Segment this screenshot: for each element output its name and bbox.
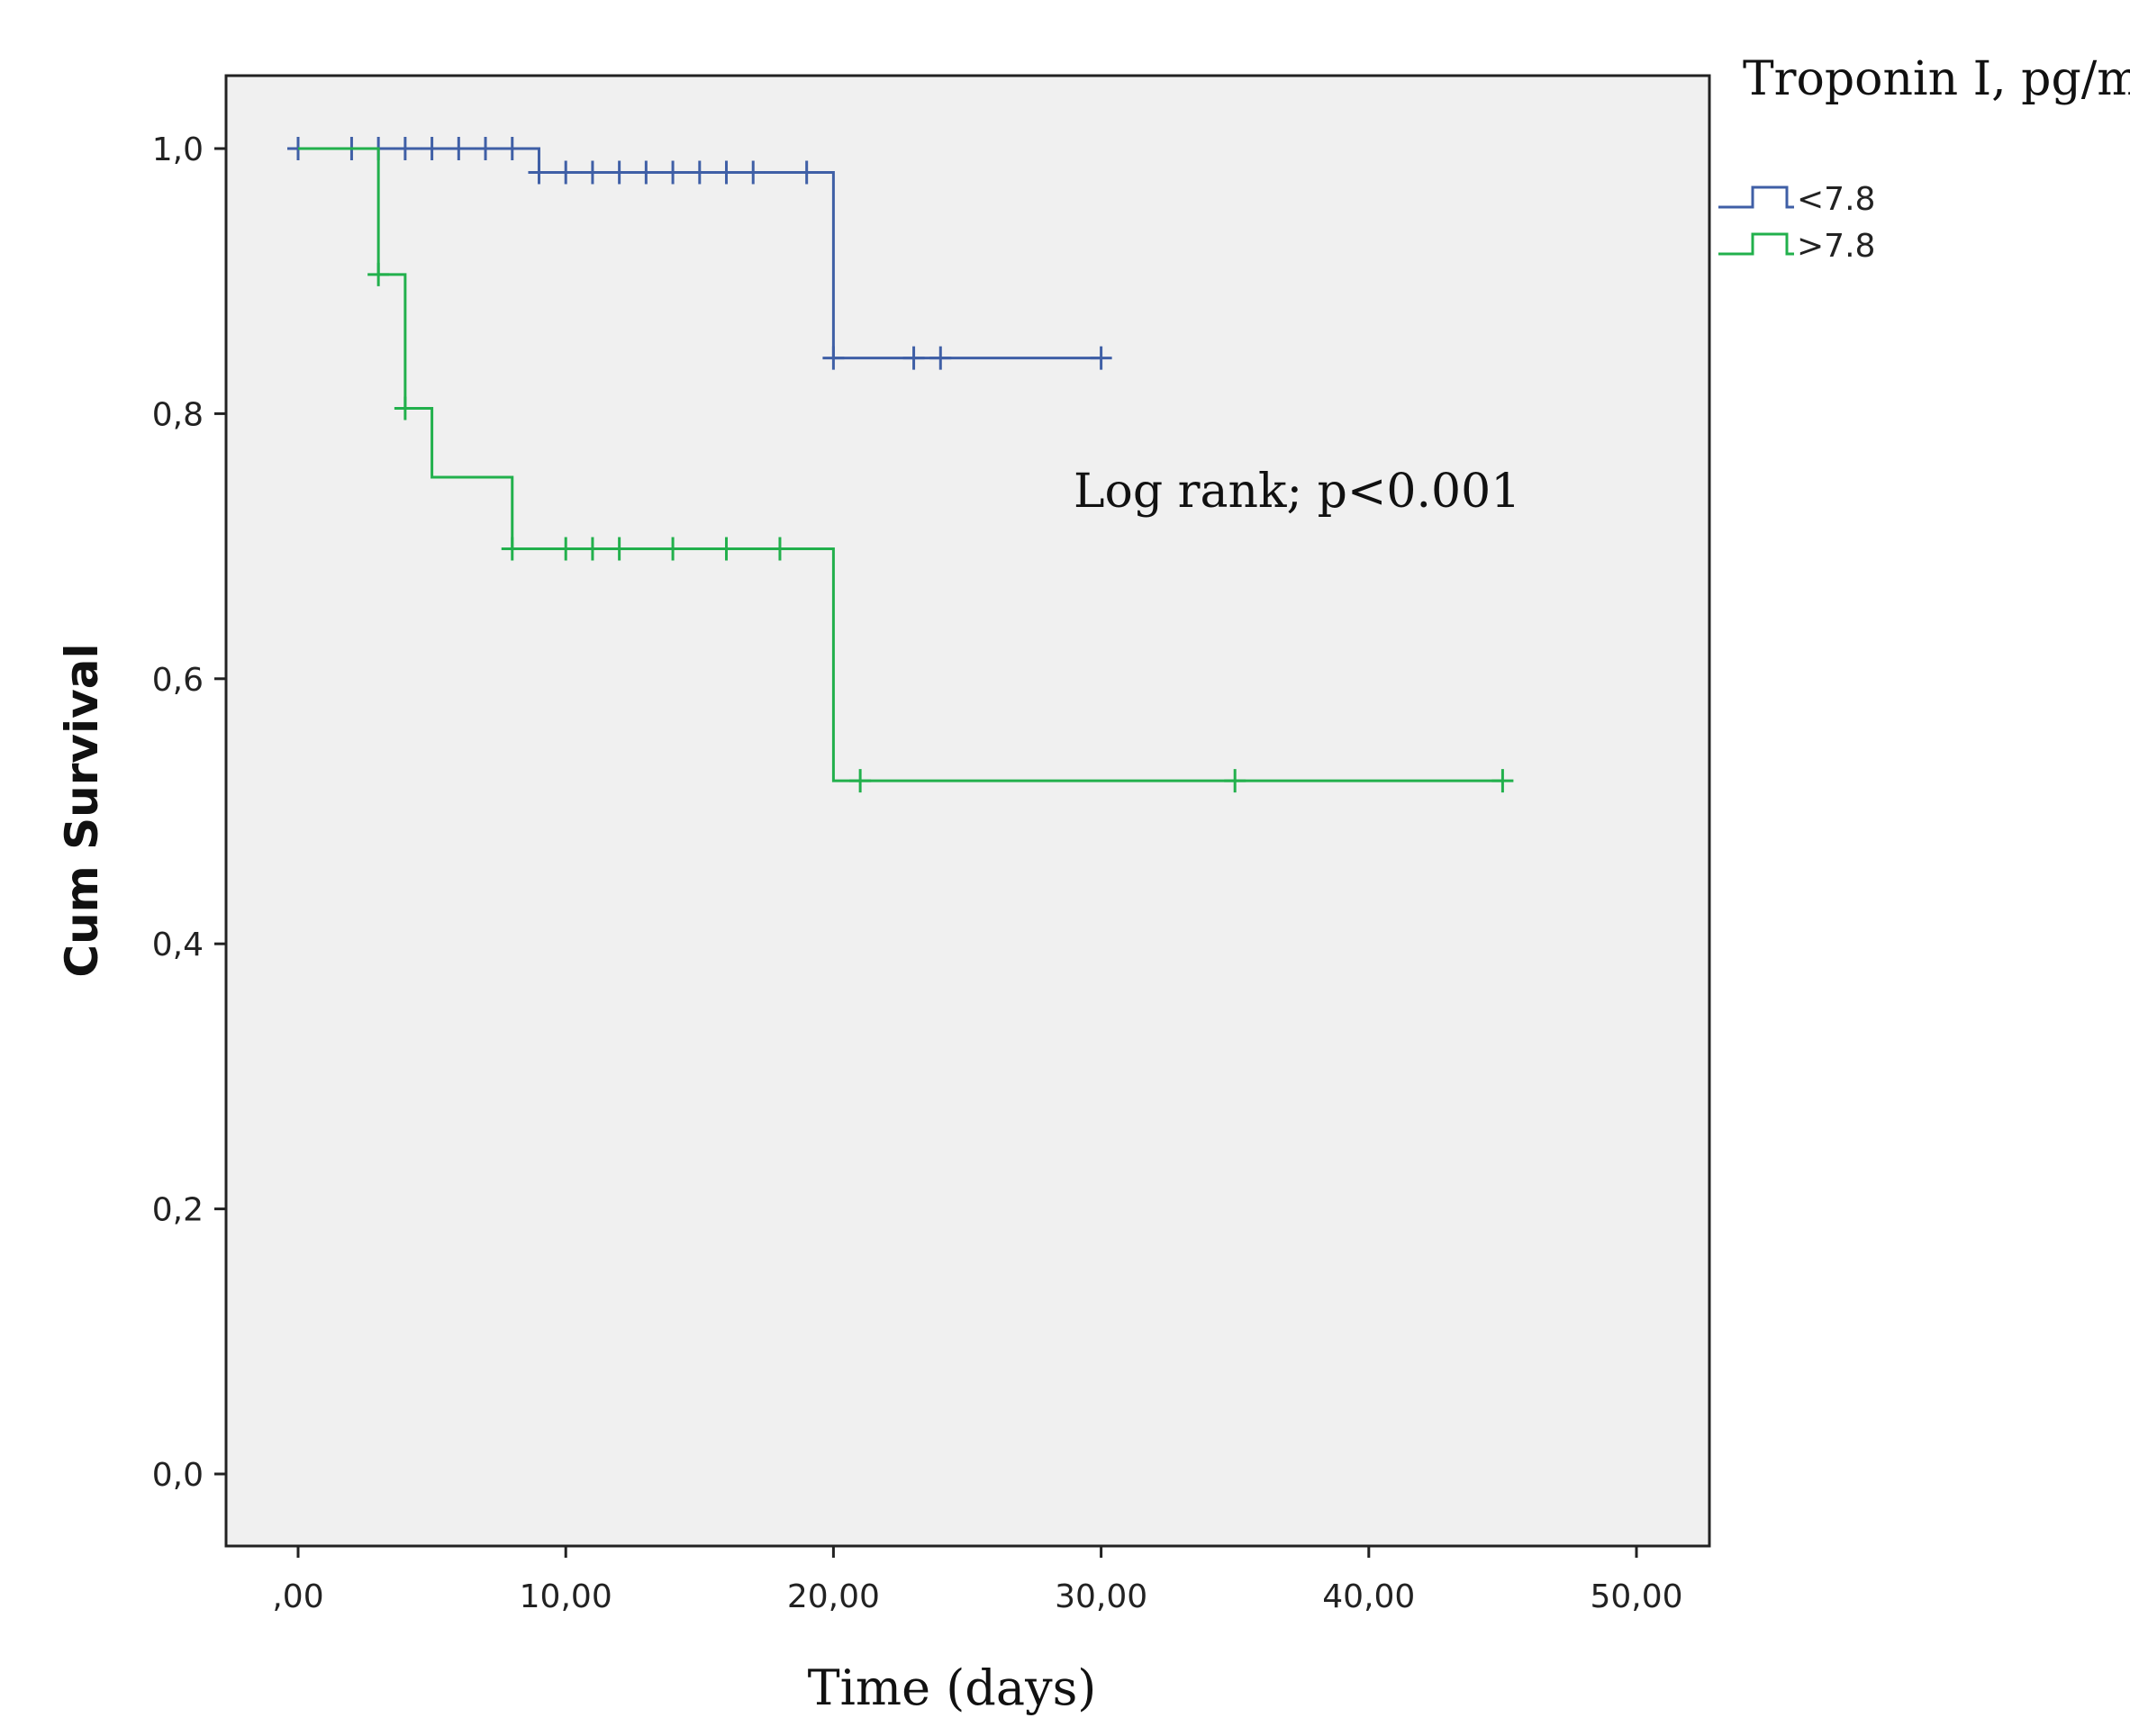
x-tick-label: 10,00 bbox=[520, 1578, 612, 1615]
legend-title: Troponin I, pg/ml bbox=[1743, 52, 2130, 106]
y-tick-label: 0,4 bbox=[152, 927, 204, 963]
censor-mark bbox=[929, 346, 952, 370]
censor-mark bbox=[635, 160, 657, 185]
censor-mark bbox=[822, 346, 845, 370]
y-axis: 0,0 0,2 0,4 0,6 0,8 1,0 bbox=[152, 131, 226, 1494]
censor-mark bbox=[1090, 346, 1112, 370]
legend-swatch bbox=[1718, 232, 1794, 256]
censor-mark bbox=[662, 160, 684, 185]
censor-mark bbox=[448, 137, 470, 160]
survival-curve bbox=[298, 147, 1503, 782]
series-above-7-8 bbox=[298, 147, 1514, 793]
survival-curve bbox=[298, 147, 1101, 360]
plot-area bbox=[224, 74, 1711, 1548]
censor-mark bbox=[1491, 769, 1514, 793]
censor-mark bbox=[421, 137, 443, 160]
censor-mark bbox=[662, 537, 684, 561]
censor-mark bbox=[394, 396, 416, 420]
censor-mark bbox=[581, 537, 603, 561]
censor-mark bbox=[608, 160, 630, 185]
legend-swatch bbox=[1718, 185, 1794, 209]
y-tick-label: 1,0 bbox=[152, 131, 204, 168]
legend-label: <7.8 bbox=[1797, 181, 1875, 218]
censor-mark bbox=[1224, 769, 1246, 793]
censor-mark bbox=[849, 769, 872, 793]
censor-mark bbox=[742, 160, 765, 185]
censor-mark bbox=[715, 160, 738, 185]
legend-label: >7.8 bbox=[1797, 228, 1875, 265]
censor-mark bbox=[608, 537, 630, 561]
censor-mark bbox=[795, 160, 818, 185]
censor-mark bbox=[555, 537, 577, 561]
y-tick-label: 0,6 bbox=[152, 662, 204, 699]
censor-mark bbox=[528, 160, 550, 185]
x-axis: ,00 10,00 20,00 30,00 40,00 50,00 bbox=[272, 1546, 1683, 1615]
y-tick-label: 0,8 bbox=[152, 396, 204, 433]
censor-mark bbox=[715, 537, 738, 561]
x-tick-label: 50,00 bbox=[1590, 1578, 1682, 1615]
censor-mark bbox=[768, 537, 791, 561]
censor-mark bbox=[394, 137, 416, 160]
y-tick-label: 0,0 bbox=[152, 1457, 204, 1494]
censor-mark bbox=[475, 137, 497, 160]
y-axis-title: Cum Survival bbox=[56, 643, 108, 977]
censor-mark bbox=[688, 160, 711, 185]
legend: <7.8 >7.8 bbox=[1718, 181, 1875, 265]
censor-mark bbox=[555, 160, 577, 185]
x-tick-label: 30,00 bbox=[1055, 1578, 1147, 1615]
x-tick-label: 40,00 bbox=[1322, 1578, 1415, 1615]
x-axis-title: Time (days) bbox=[808, 1659, 1097, 1716]
censor-mark bbox=[501, 137, 523, 160]
censor-mark bbox=[902, 346, 925, 370]
censor-mark bbox=[501, 537, 523, 561]
x-tick-label: 20,00 bbox=[787, 1578, 880, 1615]
censor-mark bbox=[367, 262, 390, 286]
censor-mark bbox=[581, 160, 603, 185]
log-rank-annotation: Log rank; p<0.001 bbox=[1074, 465, 1520, 519]
x-tick-label: ,00 bbox=[272, 1578, 323, 1615]
series-layer bbox=[287, 137, 1514, 793]
y-tick-label: 0,2 bbox=[152, 1192, 204, 1229]
